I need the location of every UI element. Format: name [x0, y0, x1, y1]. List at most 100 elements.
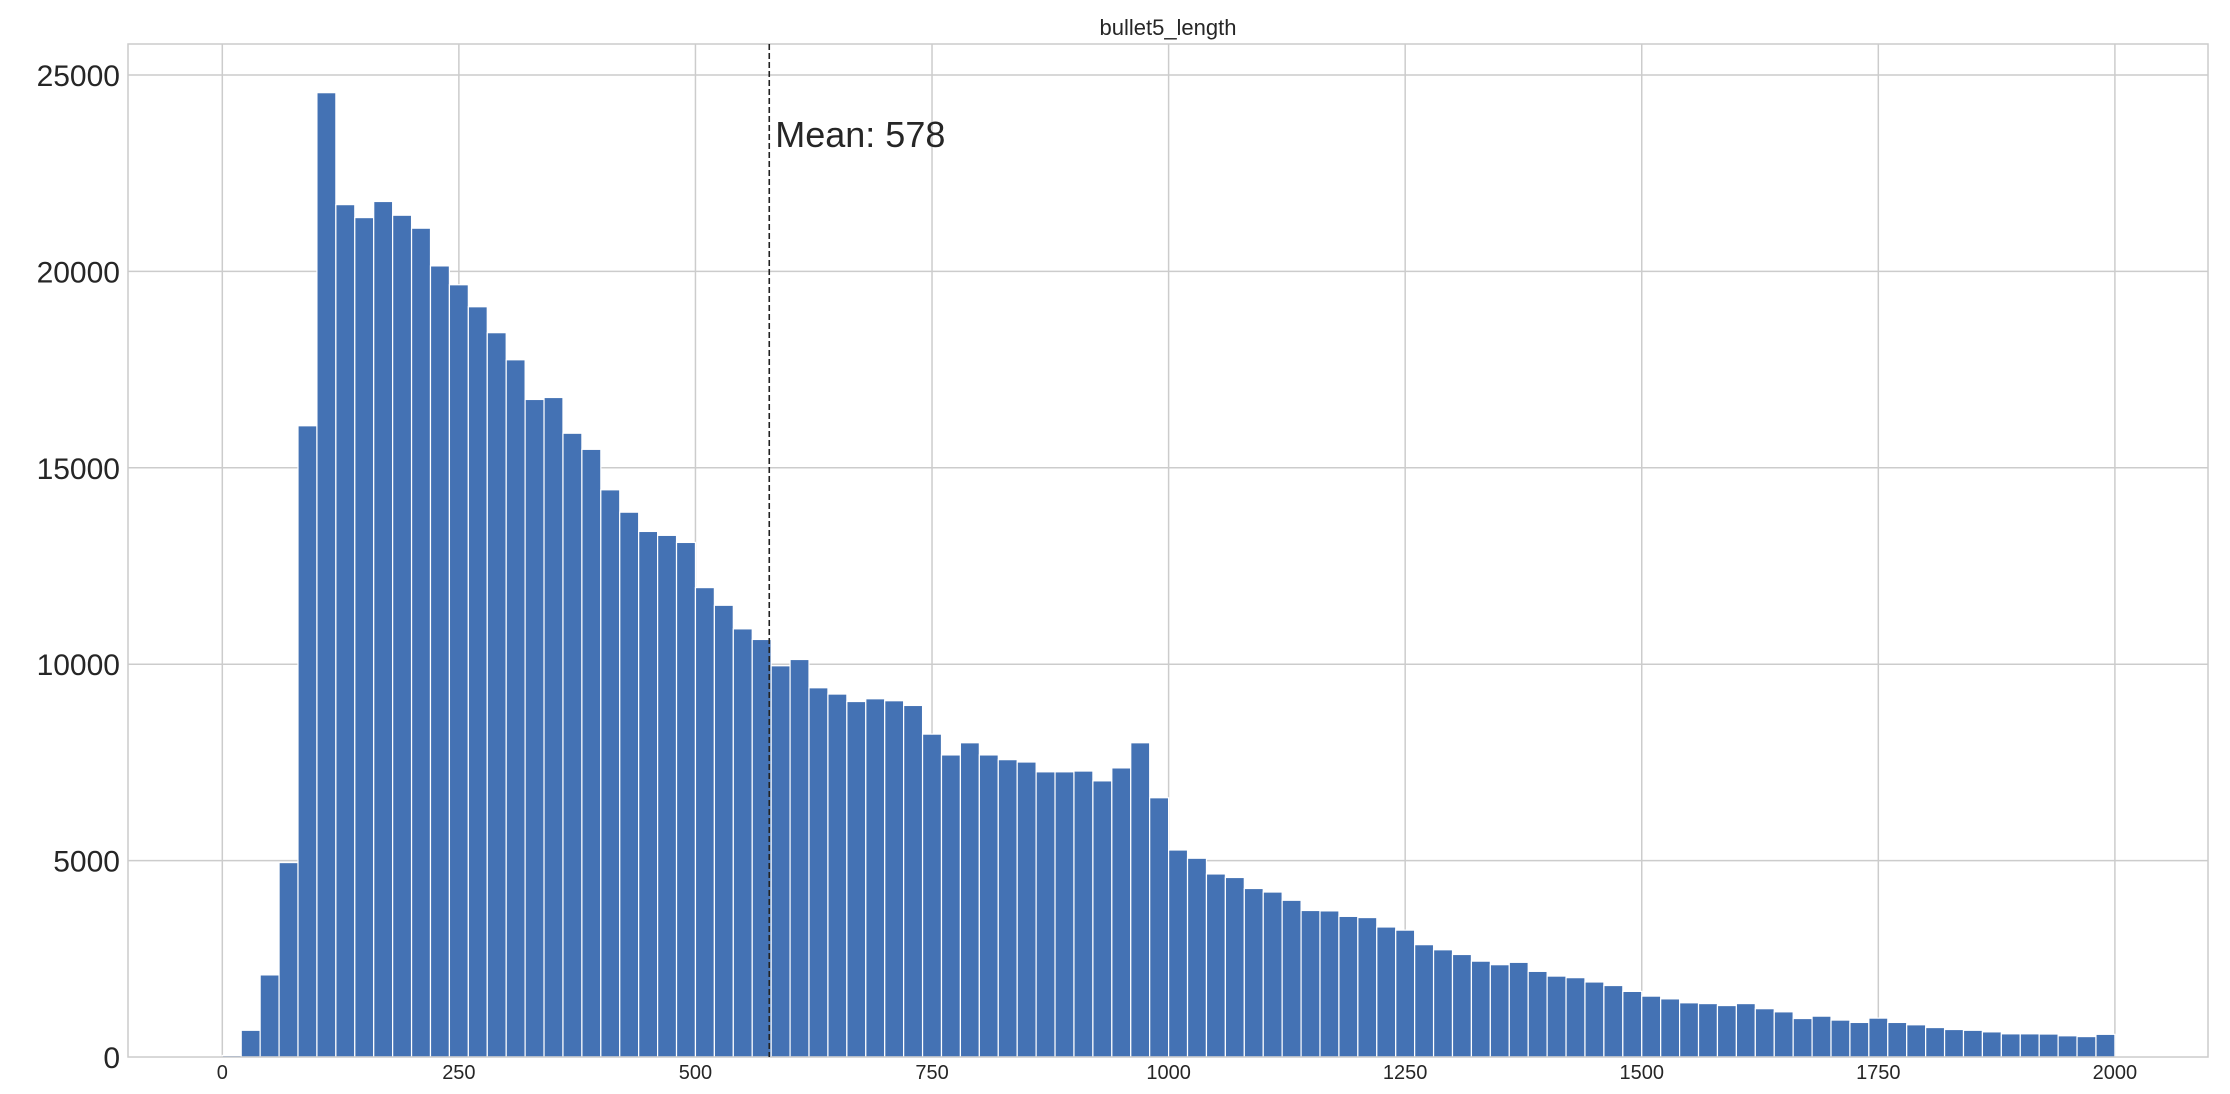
- histogram-bar: [297, 425, 318, 1058]
- histogram-bar: [1603, 984, 1624, 1058]
- histogram-bar: [1773, 1011, 1794, 1058]
- histogram-bar: [392, 214, 413, 1058]
- x-tick-label: 2000: [2093, 1062, 2138, 1084]
- x-tick-label: 1250: [1383, 1062, 1428, 1084]
- y-axis-ticks: 0 5000 10000 15000 20000 25000: [37, 60, 120, 1075]
- histogram-bar: [486, 332, 507, 1058]
- x-tick-label: 750: [915, 1062, 948, 1084]
- histogram-bar: [732, 628, 753, 1058]
- x-tick-label: 250: [442, 1062, 475, 1084]
- histogram-bar: [1489, 964, 1510, 1058]
- histogram-bar: [940, 754, 962, 1058]
- y-tick-label: 20000: [37, 256, 120, 289]
- histogram-bar: [1186, 857, 1208, 1058]
- histogram-bar: [240, 1029, 261, 1058]
- histogram-bar: [373, 200, 394, 1058]
- histogram-bar: [921, 733, 943, 1058]
- x-tick-label: 500: [679, 1062, 712, 1084]
- histogram-bar: [1792, 1017, 1813, 1058]
- histogram-bar: [259, 974, 280, 1058]
- histogram-bar: [1205, 873, 1226, 1058]
- histogram-bar: [770, 665, 791, 1058]
- histogram-bar: [1470, 960, 1491, 1058]
- histogram-bar: [789, 658, 810, 1058]
- histogram-bar: [1811, 1015, 1832, 1058]
- histogram-bar: [1300, 909, 1321, 1058]
- chart-title: bullet5_length: [1099, 15, 1236, 40]
- histogram-bar: [694, 587, 715, 1058]
- histogram-bar: [1243, 887, 1264, 1058]
- histogram-bar: [1414, 944, 1435, 1058]
- histogram-bar: [1432, 949, 1454, 1058]
- y-tick-label: 0: [103, 1042, 120, 1075]
- histogram-bar: [656, 534, 678, 1058]
- histogram-bar: [1716, 1004, 1737, 1058]
- histogram-bar: [884, 700, 905, 1058]
- y-tick-label: 25000: [37, 60, 120, 93]
- histogram-bar: [316, 92, 337, 1058]
- histogram-bar: [1660, 998, 1681, 1058]
- histogram-bar: [1319, 910, 1340, 1058]
- histogram-bar: [562, 432, 583, 1058]
- histogram-bar: [1035, 771, 1056, 1058]
- histogram-bar: [1016, 761, 1037, 1058]
- histogram-bar: [1887, 1021, 1908, 1058]
- histogram-bar: [1735, 1002, 1756, 1058]
- histogram-bar: [448, 284, 469, 1058]
- histogram-bar: [1546, 975, 1567, 1058]
- x-tick-label: 1000: [1146, 1062, 1191, 1084]
- histogram-bar: [1697, 1002, 1719, 1058]
- histogram-bar: [1262, 891, 1283, 1058]
- histogram-bar: [2057, 1035, 2078, 1058]
- histogram-bar: [1868, 1017, 1889, 1058]
- histogram-bar: [1149, 797, 1170, 1058]
- histogram-bar: [600, 489, 621, 1058]
- histogram-bar: [827, 693, 848, 1058]
- y-tick-label: 10000: [37, 649, 120, 682]
- histogram-bar: [1451, 953, 1473, 1058]
- histogram-bar: [543, 396, 564, 1058]
- histogram-bar: [959, 742, 980, 1058]
- histogram-bar: [1376, 926, 1397, 1058]
- histogram-bars: [221, 92, 2116, 1058]
- x-tick-label: 0: [217, 1062, 228, 1084]
- histogram-bar: [846, 700, 867, 1058]
- histogram-bar: [429, 265, 451, 1058]
- histogram-bar: [354, 216, 375, 1058]
- histogram-bar: [2000, 1033, 2021, 1058]
- histogram-bar: [581, 448, 602, 1058]
- histogram-bar: [865, 698, 886, 1058]
- x-axis-ticks: 0 250 500 750 1000 1250 1500 1750 2000: [217, 1062, 2137, 1084]
- histogram-bar: [619, 511, 640, 1058]
- histogram-bar: [675, 541, 697, 1058]
- histogram-bar: [1962, 1029, 1984, 1058]
- y-tick-label: 5000: [53, 846, 120, 879]
- histogram-bar: [1679, 1002, 1700, 1058]
- histogram-bar: [1622, 990, 1643, 1058]
- mean-annotation: Mean: 578: [775, 114, 945, 155]
- histogram-bar: [410, 227, 432, 1058]
- histogram-bar: [1830, 1019, 1851, 1058]
- histogram-bar: [1925, 1026, 1946, 1058]
- histogram-bar: [751, 638, 772, 1058]
- histogram-bar: [1073, 770, 1094, 1058]
- histogram-bar: [278, 861, 299, 1058]
- histogram-bar: [1092, 780, 1113, 1058]
- histogram-bar: [1338, 915, 1359, 1058]
- histogram-bar: [1130, 742, 1151, 1058]
- histogram-bar: [1508, 961, 1529, 1058]
- histogram-bar: [1357, 916, 1378, 1058]
- plot-area-frame: [127, 43, 2209, 1058]
- histogram-bar: [1527, 970, 1548, 1058]
- histogram-bar: [1054, 771, 1075, 1058]
- histogram-bar: [1943, 1028, 1965, 1058]
- histogram-bar: [1111, 767, 1132, 1058]
- y-tick-label: 15000: [37, 453, 120, 486]
- histogram-bar: [2095, 1033, 2116, 1058]
- histogram-bar: [1565, 977, 1586, 1058]
- histogram-bar: [1754, 1008, 1775, 1058]
- histogram-bar: [1641, 995, 1662, 1058]
- x-tick-label: 1750: [1856, 1062, 1901, 1084]
- histogram-bar: [1281, 899, 1302, 1058]
